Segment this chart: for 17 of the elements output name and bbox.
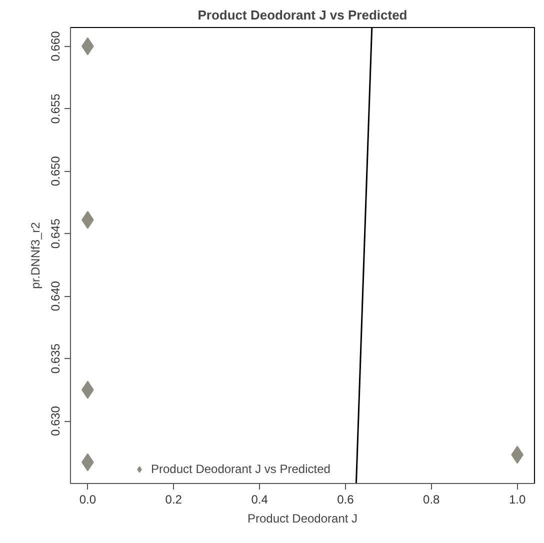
y-axis-title: pr.DNNf3_r2 xyxy=(28,222,42,289)
y-tick-label: 0.630 xyxy=(48,406,62,436)
x-tick-label: 1.0 xyxy=(508,492,526,506)
y-tick-label: 0.655 xyxy=(48,93,62,124)
x-tick-label: 0.4 xyxy=(251,492,268,506)
x-tick-label: 0.8 xyxy=(423,492,440,506)
x-axis-title: Product Deodorant J xyxy=(247,512,358,526)
x-tick-label: 0.0 xyxy=(79,492,96,506)
y-tick-label: 0.660 xyxy=(48,30,62,62)
x-tick-label: 0.2 xyxy=(165,492,182,506)
y-tick-label: 0.650 xyxy=(48,156,62,186)
y-tick-label: 0.645 xyxy=(48,218,62,249)
y-tick-label: 0.640 xyxy=(48,280,62,312)
legend-label: Product Deodorant J vs Predicted xyxy=(151,462,330,476)
x-tick-label: 0.6 xyxy=(337,492,354,506)
y-tick-label: 0.635 xyxy=(48,343,62,374)
chart-title: Product Deodorant J vs Predicted xyxy=(198,8,408,22)
